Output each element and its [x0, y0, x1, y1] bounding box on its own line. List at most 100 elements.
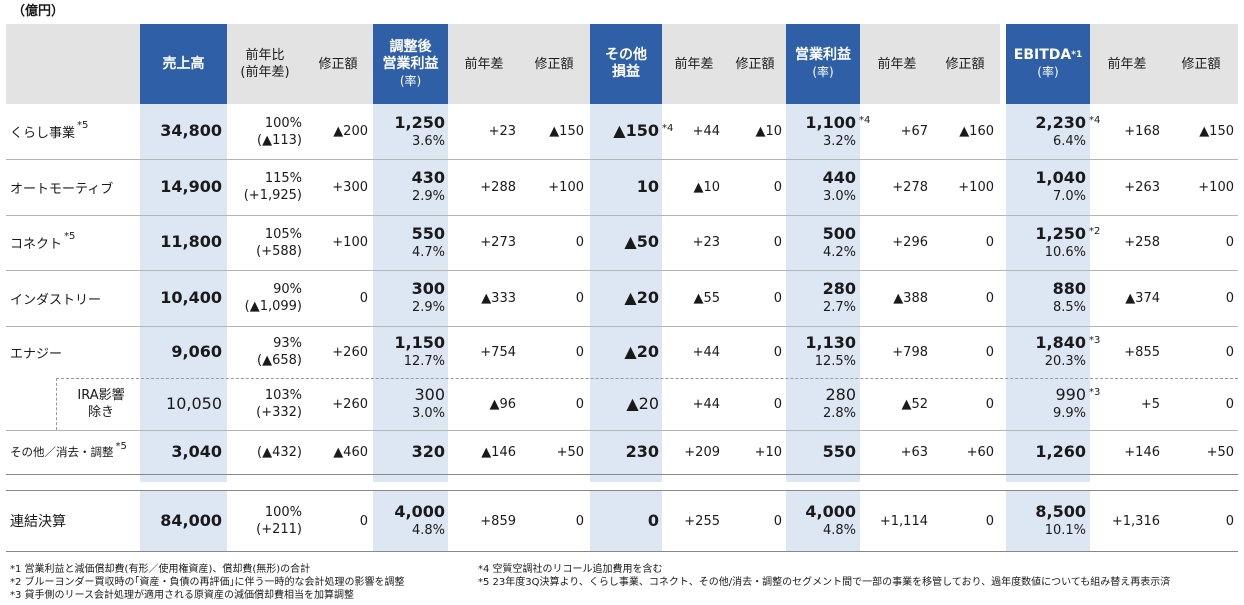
value: 0 — [1225, 344, 1234, 360]
footnote-2: *2 ブルーヨンダー買収時の｢資産・負債の再評価｣に伴う一時的な会計処理の影響を… — [10, 577, 405, 588]
value: 1,040 — [1035, 168, 1086, 187]
value: 10,050 — [166, 393, 222, 413]
value: +278 — [892, 179, 928, 195]
value: 440 — [822, 168, 856, 187]
value: 0 — [1225, 513, 1234, 529]
row-name: インダストリー — [10, 292, 102, 308]
cell-op: 500 4.2% — [786, 215, 856, 270]
rate: 4.2% — [822, 244, 856, 260]
sales-total-bg — [140, 491, 227, 551]
op-total-bg — [786, 491, 860, 551]
value: ▲333 — [481, 290, 516, 306]
rate: 2.7% — [822, 300, 856, 315]
row-label: インダストリー — [10, 270, 138, 326]
header-diff-5: 前年差 — [1107, 56, 1147, 72]
row-note: *5 — [115, 440, 127, 452]
value: +44 — [692, 124, 720, 139]
cell-yoy: 100% (▲113) — [228, 104, 302, 159]
value: 9,060 — [171, 341, 222, 361]
value: 0 — [985, 290, 994, 306]
value: ▲146 — [481, 444, 516, 460]
cell-op_rev: +60 — [932, 430, 994, 474]
row-label: エナジー — [10, 326, 138, 378]
value: +5 — [1140, 396, 1160, 412]
value: 0 — [985, 235, 994, 250]
cell-op: 550 — [786, 430, 856, 474]
header-op: 営業利益 (率) — [795, 47, 851, 79]
value: +288 — [480, 179, 516, 195]
value: +100 — [1198, 179, 1234, 195]
value: 990 — [1055, 385, 1086, 404]
cell-adj_diff: ▲146 — [448, 430, 516, 474]
cell-eb_rev: 0 — [1164, 215, 1234, 270]
other-total-bg — [590, 491, 662, 551]
yoy-pct: 90% — [273, 282, 302, 297]
rate: 2.9% — [411, 189, 445, 204]
cell-oth: ▲20 — [590, 326, 659, 378]
cell-op_diff: +1,114 — [862, 491, 928, 551]
value: ▲20 — [624, 287, 659, 307]
row-name: IRA影響 除き — [77, 388, 125, 420]
cell-oth_rev: 0 — [726, 326, 782, 378]
value: ▲50 — [624, 232, 659, 251]
cell-sales: 3,040 — [140, 430, 222, 474]
cell-adj_diff: +859 — [448, 491, 516, 551]
cell-oth: ▲20 — [590, 378, 659, 430]
rate: 3.0% — [411, 406, 445, 421]
value: 0 — [359, 513, 368, 529]
total-bottom-line — [6, 551, 1238, 552]
cell-eb: 1,260 — [1006, 430, 1086, 474]
value: ▲150 — [549, 124, 584, 139]
cell-op_rev: 0 — [932, 491, 994, 551]
rate: 3.0% — [822, 189, 856, 204]
value: 0 — [773, 344, 782, 360]
value: 1,840 — [1035, 333, 1086, 352]
rate: 12.7% — [403, 354, 445, 369]
rate: 10.1% — [1044, 523, 1086, 538]
cell-adj: 1,150 12.7% — [373, 326, 445, 378]
value: +855 — [1124, 344, 1160, 360]
cell-eb: 2,230 *4 6.4% — [1006, 104, 1100, 159]
value: 0 — [1225, 290, 1234, 306]
value: 4,000 — [394, 502, 445, 521]
row-label: コネクト *5 — [10, 215, 138, 270]
row-label: 連結決算 — [10, 491, 138, 551]
cell-eb_rev: +50 — [1164, 430, 1234, 474]
value: 280 — [822, 279, 856, 298]
cell-eb_diff: ▲374 — [1090, 270, 1160, 326]
header-rev-5: 修正額 — [1181, 56, 1221, 72]
value: +100 — [548, 179, 584, 195]
header-other: その他 損益 — [605, 47, 647, 80]
cell-oth_diff: +255 — [662, 491, 720, 551]
yoy-diff: (▲658) — [257, 353, 302, 368]
value: +273 — [480, 235, 516, 250]
value: 1,250 — [394, 112, 445, 132]
value: 1,130 — [805, 333, 856, 352]
value: ▲52 — [901, 396, 928, 412]
cell-rev: +100 — [304, 215, 368, 270]
row-label: オートモーティブ — [10, 159, 138, 215]
value: 430 — [411, 168, 445, 187]
header-adj-bg — [373, 24, 448, 104]
cell-oth: ▲20 — [590, 270, 659, 326]
row-note: *5 — [64, 231, 76, 242]
value: 0 — [575, 290, 584, 306]
value: 2,230 — [1035, 112, 1086, 132]
cell-rev: +260 — [304, 326, 368, 378]
cell-oth: ▲50 — [590, 215, 659, 270]
cell-oth: ▲150 *4 — [590, 104, 673, 159]
yoy-pct: 100% — [264, 505, 302, 520]
value: 0 — [359, 290, 368, 306]
value: +255 — [684, 513, 720, 529]
value: 11,800 — [160, 232, 222, 251]
cell-rev: ▲460 — [304, 430, 368, 474]
yoy-pct: 100% — [264, 115, 302, 131]
cell-adj_diff: ▲96 — [448, 378, 516, 430]
header-rev-1: 修正額 — [318, 56, 358, 72]
footnote-3: *3 貸手側のリース会計処理が適用される原資産の減価償却費相当を加算調整 — [10, 590, 355, 601]
cell-oth_rev: 0 — [726, 378, 782, 430]
rate: 4.8% — [822, 523, 856, 538]
value: 10,400 — [160, 287, 222, 307]
value: 320 — [411, 441, 445, 461]
value: 14,900 — [160, 176, 222, 196]
